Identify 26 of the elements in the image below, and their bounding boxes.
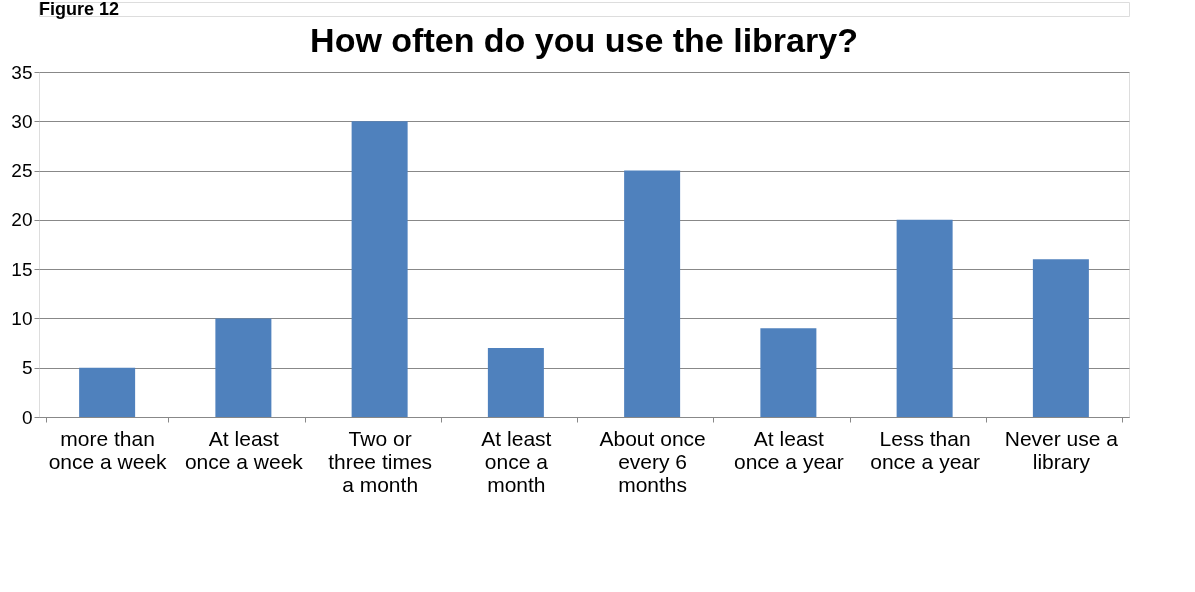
y-tick-label: 20 <box>11 209 33 231</box>
bar <box>487 348 544 417</box>
caption: Figure 12 <box>39 0 120 19</box>
bar <box>624 170 681 417</box>
x-tick-label: Two or three times a month <box>328 426 433 496</box>
bar <box>1032 259 1089 417</box>
y-tick-label: 15 <box>11 258 33 280</box>
x-tick-label: Never use a library <box>1004 426 1119 473</box>
bar <box>760 328 817 417</box>
x-tick-label: About once every 6 months <box>599 426 706 496</box>
y-tick-label: 35 <box>11 61 33 83</box>
bar <box>896 219 953 417</box>
y-tick-label: 5 <box>21 357 33 379</box>
y-tick-label: 30 <box>11 110 33 132</box>
chart-title: How often do you use the library? <box>310 21 858 59</box>
y-tick-label: 25 <box>11 160 33 182</box>
x-tick-label: At least once a year <box>734 426 844 473</box>
y-tick-label: 0 <box>21 406 33 428</box>
bar <box>79 367 136 417</box>
x-tick-label: more than once a week <box>48 426 168 473</box>
bar <box>351 121 408 417</box>
x-tick-label: At least once a week <box>184 426 304 473</box>
y-tick-label: 10 <box>11 307 33 329</box>
x-tick-label: At least once a month <box>481 426 552 496</box>
x-tick-label: Less than once a year <box>870 426 980 473</box>
bar <box>215 318 272 417</box>
